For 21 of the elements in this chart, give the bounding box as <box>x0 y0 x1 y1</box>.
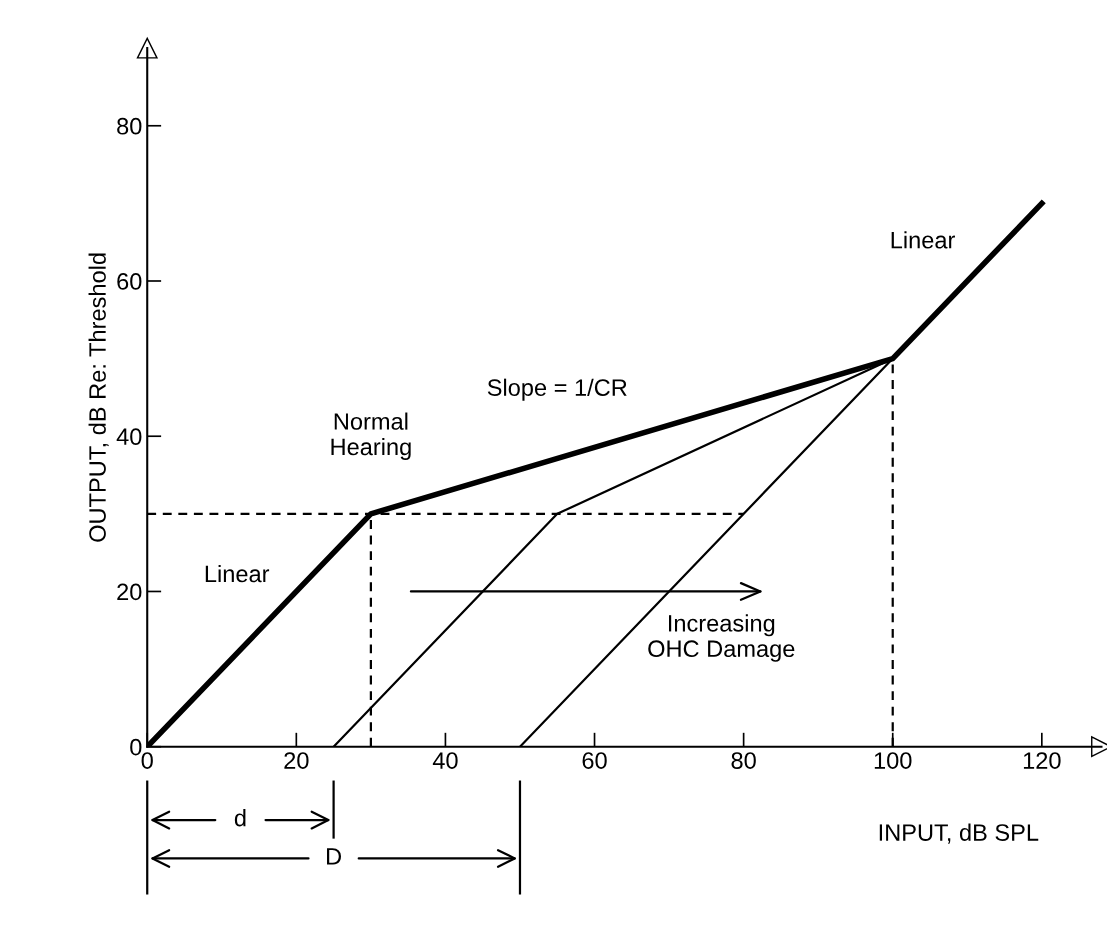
x-tick-label: 100 <box>874 752 912 769</box>
annotation: Normal Hearing <box>331 412 411 460</box>
annotation: Slope = 1/CR <box>487 378 627 401</box>
x-tick-label: 20 <box>284 752 309 769</box>
annotation: Linear <box>891 231 955 249</box>
y-tick-label: 0 <box>130 738 142 756</box>
text: d <box>234 809 246 827</box>
y-axis-title: OUTPUT, dB Re: Threshold <box>88 253 109 542</box>
y-tick-label: 20 <box>117 583 142 601</box>
x-tick-label: 80 <box>731 752 756 769</box>
text: D <box>327 848 341 865</box>
x-tick-label: 40 <box>432 752 458 769</box>
y-tick-label: 60 <box>117 273 142 290</box>
x-axis-title: INPUT, dB SPL <box>879 823 1039 844</box>
y-tick-label: 80 <box>117 117 142 135</box>
x-tick-label: 120 <box>1023 752 1061 769</box>
annotation: Linear <box>205 564 270 583</box>
x-tick-label: 0 <box>141 752 153 769</box>
annotation: Increasing OHC Damage <box>648 614 795 662</box>
x-tick-label: 60 <box>582 752 607 769</box>
y-tick-label: 40 <box>116 428 142 446</box>
